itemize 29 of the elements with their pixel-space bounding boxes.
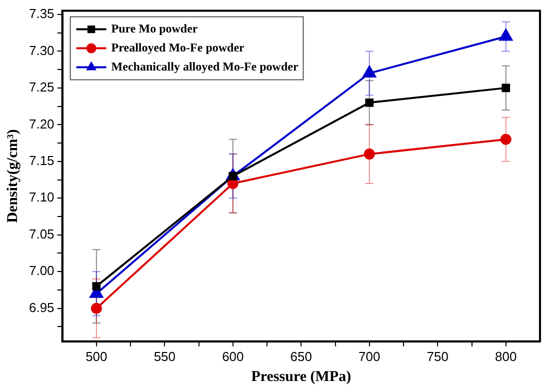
x-tick-label: 750	[426, 348, 448, 364]
point	[500, 134, 512, 145]
point	[364, 148, 375, 160]
point	[502, 84, 510, 92]
y-tick-label: 7.15	[28, 152, 54, 168]
y-tick-label: 7.30	[28, 42, 54, 58]
legend-label: Mechanically alloyed Mo-Fe powder	[111, 59, 299, 74]
y-tick-label: 7.20	[28, 116, 54, 132]
point	[90, 302, 102, 314]
point	[362, 66, 376, 78]
point	[499, 29, 513, 41]
x-tick-label: 500	[86, 348, 108, 364]
x-tick-label: 650	[290, 348, 312, 364]
y-tick-label: 7.25	[28, 80, 54, 95]
y-tick-label: 6.95	[28, 300, 54, 315]
x-tick-label: 550	[154, 348, 176, 364]
y-tick-label: 7.00	[28, 263, 54, 278]
legend-label: Pure Mo powder	[111, 21, 198, 36]
point	[92, 282, 101, 290]
y-tick-label: 7.10	[28, 190, 54, 205]
x-tick-label: 800	[495, 348, 517, 364]
point	[365, 98, 374, 107]
y-axis-title: Density(g/cm³)	[4, 129, 21, 223]
x-axis-title: Pressure (MPa)	[251, 368, 352, 385]
x-tick-label: 700	[358, 348, 380, 364]
legend-label: Prealloyed Mo-Fe powder	[111, 40, 246, 54]
y-tick-label: 7.05	[28, 226, 54, 242]
y-tick-label: 7.35	[28, 6, 54, 22]
x-tick-label: 600	[222, 348, 244, 364]
